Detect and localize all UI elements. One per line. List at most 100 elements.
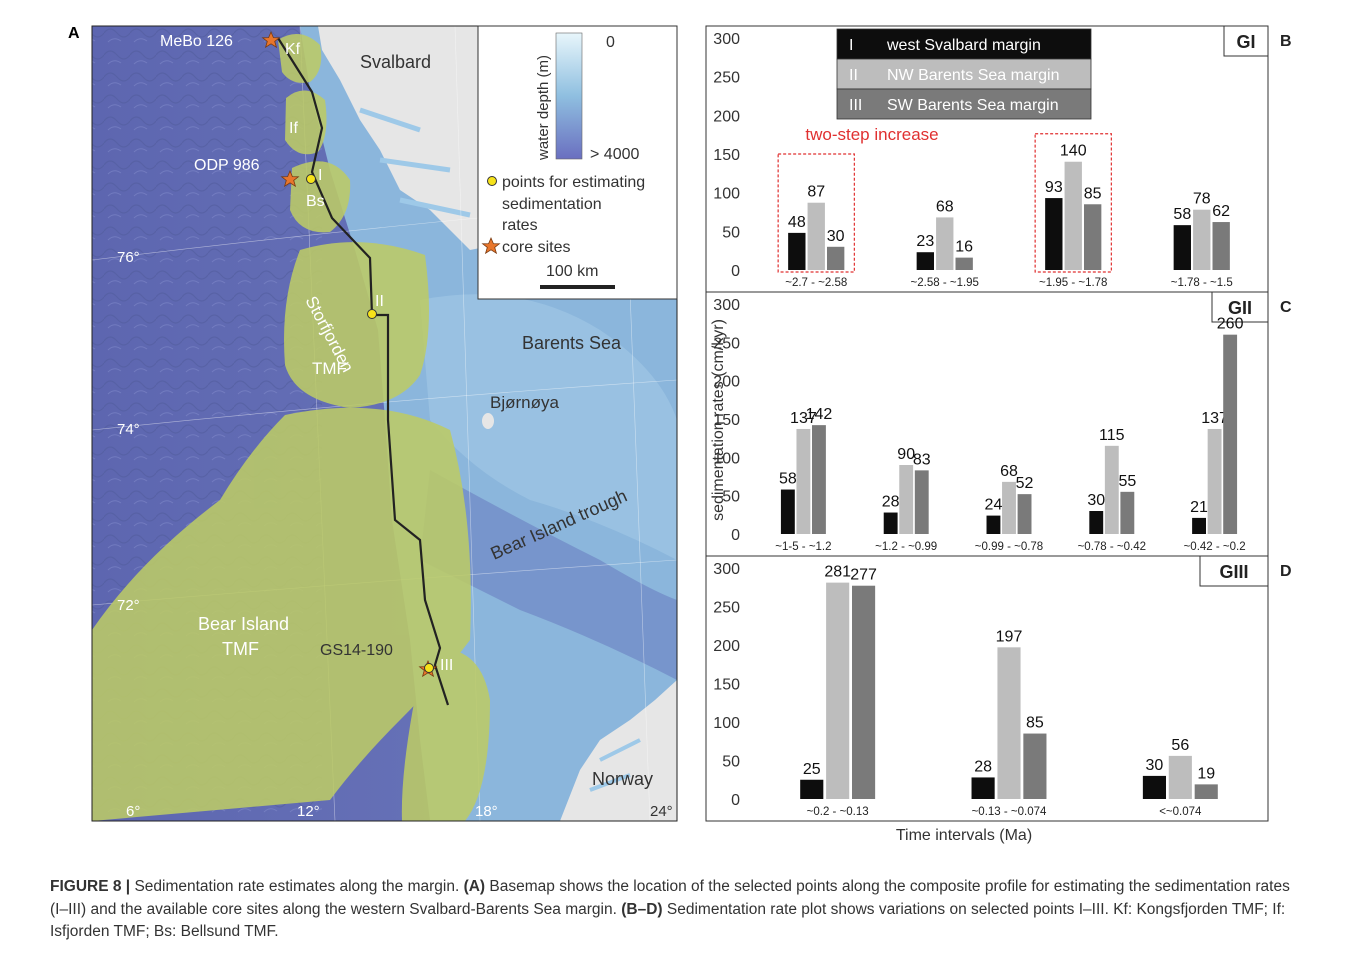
bar-value-label: 68 bbox=[1000, 463, 1018, 480]
bar bbox=[1104, 445, 1119, 534]
fan-label-storfjorden-tmf: TMF bbox=[312, 359, 347, 378]
y-tick-label: 0 bbox=[731, 792, 740, 809]
caption-text-1: Sedimentation rate estimates along the m… bbox=[130, 878, 464, 895]
composite-profile-line bbox=[277, 37, 450, 706]
bar bbox=[1212, 222, 1230, 270]
panel-label-c: C bbox=[1280, 299, 1292, 316]
bar-value-label: 55 bbox=[1118, 473, 1136, 490]
category-label: ~1.2 - ~0.99 bbox=[875, 541, 937, 553]
panel-label-b: B bbox=[1280, 33, 1292, 50]
y-tick-label: 150 bbox=[713, 412, 740, 429]
bar bbox=[800, 779, 824, 799]
y-tick-label: 200 bbox=[713, 638, 740, 655]
place-svalbard: Svalbard bbox=[360, 52, 431, 72]
category-label: ~0.99 - ~0.78 bbox=[975, 541, 1043, 553]
panel-a-label: A bbox=[68, 25, 80, 42]
bar-value-label: 16 bbox=[955, 239, 973, 256]
highlight-box bbox=[777, 153, 855, 273]
bar bbox=[1194, 784, 1218, 799]
bar bbox=[1207, 428, 1222, 534]
y-tick-label: 200 bbox=[713, 374, 740, 391]
map-frame bbox=[91, 25, 678, 822]
depth-title: water depth (m) bbox=[535, 55, 552, 161]
legend-roman: I bbox=[849, 37, 853, 54]
bar bbox=[914, 470, 929, 534]
place-norway: Norway bbox=[592, 769, 653, 789]
y-tick-label: 150 bbox=[713, 147, 740, 164]
bar bbox=[955, 257, 973, 270]
bear-island-trough-shape bbox=[420, 470, 677, 680]
bar-value-label: 115 bbox=[1099, 427, 1125, 444]
y-tick-label: 100 bbox=[713, 186, 740, 203]
y-tick-label: 300 bbox=[713, 297, 740, 314]
lon-label-24: 24° bbox=[650, 803, 673, 820]
y-tick-label: 150 bbox=[713, 677, 740, 694]
figure-caption: FIGURE 8 | Sedimentation rate estimates … bbox=[50, 876, 1310, 944]
fan-label-bear-island-tmf: TMF bbox=[222, 639, 259, 659]
caption-bold-bd: (B–D) bbox=[621, 900, 663, 918]
core-site-markers bbox=[261, 30, 438, 678]
point-label-iii: III bbox=[440, 657, 453, 674]
bar-value-label: 68 bbox=[936, 198, 954, 215]
point-label-ii: II bbox=[375, 293, 384, 310]
bar bbox=[1084, 204, 1102, 270]
fan-iii bbox=[401, 648, 490, 821]
legend-name: NW Barents Sea margin bbox=[887, 67, 1060, 84]
bar-value-label: 85 bbox=[1084, 185, 1102, 202]
bar-value-label: 197 bbox=[996, 628, 1023, 645]
category-label: ~2.58 - ~1.95 bbox=[911, 277, 979, 289]
y-tick-label: 100 bbox=[713, 450, 740, 467]
bar bbox=[826, 582, 850, 799]
lon-label-18: 18° bbox=[475, 803, 498, 820]
bar bbox=[1193, 209, 1211, 270]
bar bbox=[852, 585, 876, 799]
bar-value-label: 137 bbox=[1201, 410, 1228, 427]
y-tick-label: 50 bbox=[722, 489, 740, 506]
y-tick-label: 100 bbox=[713, 715, 740, 732]
trough-mouth-fans bbox=[92, 34, 490, 821]
category-label: ~2.7 - ~2.58 bbox=[785, 277, 847, 289]
bar bbox=[971, 777, 995, 799]
bar bbox=[997, 647, 1021, 799]
y-tick-label: 250 bbox=[713, 70, 740, 87]
shallow-bank bbox=[420, 294, 677, 560]
bar bbox=[788, 232, 806, 270]
legend-core-label: core sites bbox=[502, 239, 570, 256]
y-tick-label: 300 bbox=[713, 561, 740, 578]
bar-value-label: 25 bbox=[803, 761, 821, 778]
fan-label-kf: Kf bbox=[285, 41, 301, 58]
legend-points-line3: rates bbox=[502, 217, 538, 234]
lon-label-12: 12° bbox=[297, 803, 320, 820]
bar bbox=[1173, 225, 1191, 270]
y-tick-label: 0 bbox=[731, 263, 740, 280]
bar-value-label: 24 bbox=[985, 497, 1003, 514]
star-odp-icon bbox=[280, 169, 300, 188]
bar-value-label: 30 bbox=[827, 228, 845, 245]
group-label: GII bbox=[1228, 298, 1252, 318]
category-label: ~0.78 - ~0.42 bbox=[1078, 541, 1146, 553]
graticule-74 bbox=[92, 379, 677, 431]
bar-value-label: 23 bbox=[916, 233, 934, 250]
fan-label-if: If bbox=[289, 120, 298, 137]
bar bbox=[1120, 491, 1135, 534]
bar bbox=[780, 489, 795, 534]
bar bbox=[986, 515, 1001, 534]
bar bbox=[916, 252, 934, 270]
bar-value-label: 281 bbox=[824, 564, 851, 581]
lat-label-72: 72° bbox=[117, 597, 140, 614]
bar-value-label: 85 bbox=[1026, 715, 1044, 732]
bar-value-label: 90 bbox=[897, 446, 915, 463]
bar-value-label: 260 bbox=[1217, 316, 1244, 333]
fan-bs bbox=[290, 161, 351, 233]
bar-value-label: 277 bbox=[850, 567, 877, 584]
legend-name: SW Barents Sea margin bbox=[887, 97, 1059, 114]
panel-label-d: D bbox=[1280, 563, 1292, 580]
bar bbox=[1023, 733, 1047, 799]
fan-bear-island bbox=[92, 407, 471, 821]
bar bbox=[936, 217, 954, 270]
group-label-box bbox=[1223, 25, 1269, 57]
